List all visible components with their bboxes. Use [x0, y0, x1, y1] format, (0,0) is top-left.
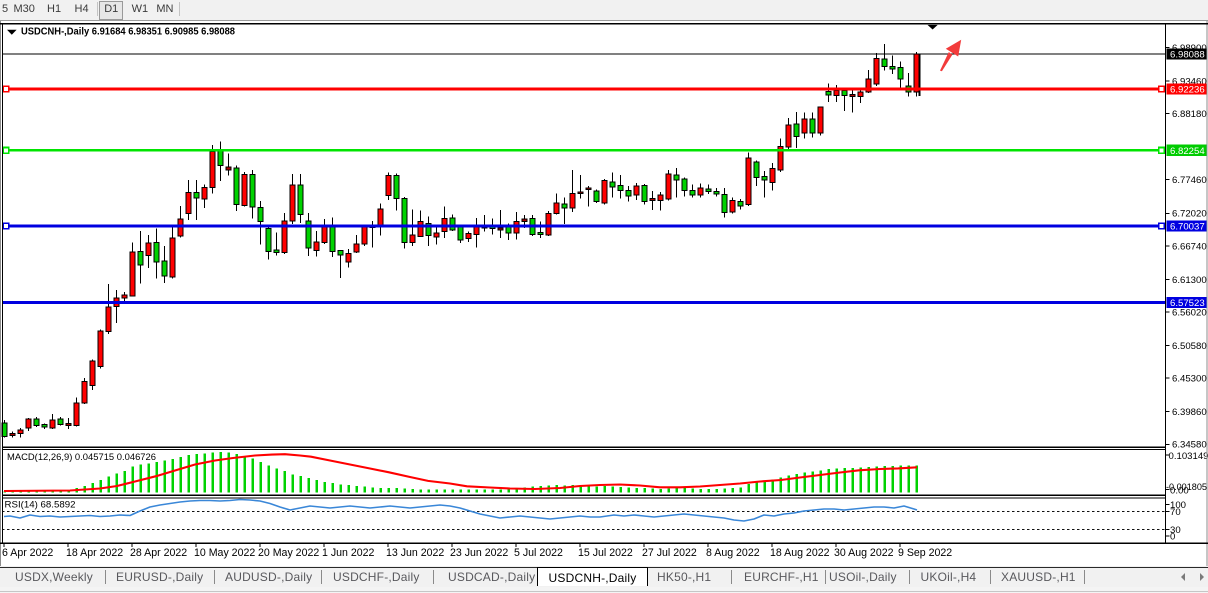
svg-text:6.88180: 6.88180: [1172, 109, 1207, 120]
svg-text:6.77460: 6.77460: [1172, 175, 1207, 186]
svg-text:100: 100: [1170, 500, 1186, 511]
svg-text:6.50580: 6.50580: [1172, 341, 1207, 352]
svg-text:9 Sep 2022: 9 Sep 2022: [898, 547, 952, 559]
svg-text:-0.001805: -0.001805: [1166, 482, 1207, 493]
svg-text:13 Jun 2022: 13 Jun 2022: [386, 547, 444, 559]
svg-text:5 Jul 2022: 5 Jul 2022: [514, 547, 563, 559]
svg-text:RSI(14) 68.5892: RSI(14) 68.5892: [5, 499, 76, 510]
svg-text:USDCNH-,Daily 6.91684 6.98351: USDCNH-,Daily 6.91684 6.98351 6.90985 6.…: [21, 27, 235, 38]
svg-text:6.98088: 6.98088: [1170, 50, 1205, 61]
svg-text:6.93460: 6.93460: [1172, 76, 1207, 87]
svg-text:6.56020: 6.56020: [1172, 307, 1207, 318]
svg-text:1 Jun 2022: 1 Jun 2022: [322, 547, 375, 559]
svg-text:0.103149: 0.103149: [1169, 451, 1208, 462]
svg-text:20 May 2022: 20 May 2022: [258, 547, 319, 559]
svg-text:6.70037: 6.70037: [1170, 222, 1205, 233]
svg-text:6.82254: 6.82254: [1170, 146, 1205, 157]
svg-text:6.66740: 6.66740: [1172, 241, 1207, 252]
svg-text:6.39860: 6.39860: [1172, 407, 1207, 418]
svg-text:6.45300: 6.45300: [1172, 374, 1207, 385]
svg-text:6.92236: 6.92236: [1170, 85, 1205, 96]
svg-text:18 Apr 2022: 18 Apr 2022: [66, 547, 123, 559]
svg-text:10 May 2022: 10 May 2022: [194, 547, 255, 559]
svg-text:6.72020: 6.72020: [1172, 209, 1207, 220]
svg-text:30 Aug 2022: 30 Aug 2022: [834, 547, 894, 559]
svg-text:6.34580: 6.34580: [1172, 440, 1207, 451]
svg-text:6.61300: 6.61300: [1172, 275, 1207, 286]
svg-text:0.00: 0.00: [1170, 485, 1189, 496]
svg-text:MACD(12,26,9) 0.045715 0.04672: MACD(12,26,9) 0.045715 0.046726: [7, 452, 156, 463]
svg-text:30: 30: [1170, 525, 1181, 536]
svg-text:6.57523: 6.57523: [1170, 298, 1205, 309]
svg-text:8 Aug 2022: 8 Aug 2022: [706, 547, 760, 559]
svg-text:6.98900: 6.98900: [1172, 43, 1207, 54]
svg-text:28 Apr 2022: 28 Apr 2022: [130, 547, 187, 559]
svg-text:0: 0: [1170, 531, 1175, 542]
svg-text:70: 70: [1170, 507, 1181, 518]
svg-text:23 Jun 2022: 23 Jun 2022: [450, 547, 508, 559]
svg-text:15 Jul 2022: 15 Jul 2022: [578, 547, 633, 559]
svg-text:18 Aug 2022: 18 Aug 2022: [770, 547, 830, 559]
svg-text:6 Apr 2022: 6 Apr 2022: [2, 547, 53, 559]
svg-text:27 Jul 2022: 27 Jul 2022: [642, 547, 697, 559]
